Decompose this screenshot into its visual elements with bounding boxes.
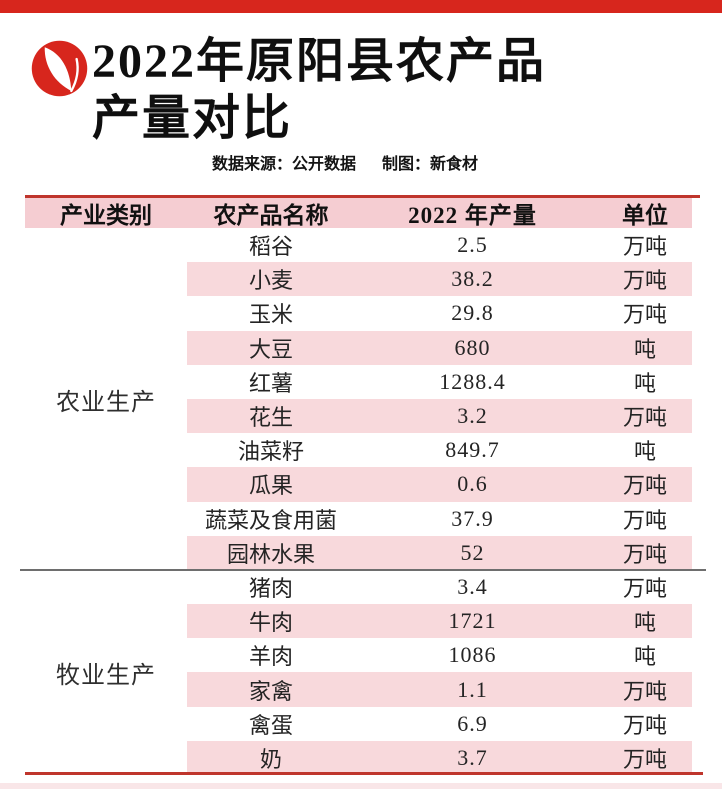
product-unit: 万吨 [622,302,667,328]
data-source-label: 数据来源：公开数据 [211,156,356,173]
table-row: 大豆 680 吨 [25,330,700,365]
page-title-line1: 2022年原阳县农产品 [92,35,547,88]
product-unit: 万吨 [622,575,667,601]
bottom-edge-tint [0,783,722,789]
production-table: 产业类别 农产品名称 2022 年产量 单位 稻谷 2.5 万吨 小麦 38.2… [20,195,706,775]
product-value: 1721 [448,608,497,634]
product-unit: 吨 [633,336,656,362]
table-bottom-border [25,772,703,775]
product-value: 3.4 [457,573,488,599]
category-label-animal-husbandry: 牧业生产 [56,663,156,689]
product-name: 油菜籽 [237,439,304,465]
product-value: 52 [460,539,485,565]
table-row: 家禽 1.1 万吨 [25,672,700,707]
product-name: 牛肉 [248,610,293,636]
product-value: 2.5 [457,232,488,258]
product-value: 3.7 [457,744,488,770]
credit-label: 制图：新食材 [382,156,479,173]
product-unit: 万吨 [622,678,667,704]
table-row: 园林水果 52 万吨 [25,535,700,570]
col-header-output: 2022 年产量 [408,203,537,228]
product-value: 1.1 [457,676,488,702]
product-value: 38.2 [451,266,494,292]
top-red-bar [0,0,722,13]
product-value: 1288.4 [439,368,506,394]
product-unit: 吨 [633,610,656,636]
product-value: 849.7 [445,437,500,463]
product-unit: 吨 [633,439,656,465]
table-row: 小麦 38.2 万吨 [25,262,700,297]
table-row: 猪肉 3.4 万吨 [25,570,700,604]
product-unit: 吨 [633,370,656,396]
product-unit: 万吨 [622,712,667,738]
product-name: 玉米 [248,302,293,328]
product-name: 红薯 [248,370,293,396]
source-line: 数据来源：公开数据 制图：新食材 [0,150,690,174]
table-row: 红薯 1288.4 吨 [25,365,700,399]
product-unit: 万吨 [622,473,667,499]
col-header-product: 农产品名称 [213,203,329,228]
product-unit: 万吨 [622,405,667,431]
table-row: 瓜果 0.6 万吨 [25,467,700,502]
product-value: 29.8 [451,300,494,326]
product-unit: 万吨 [622,541,667,567]
page-title: 2022年原阳县农产品 产量对比 [92,33,692,147]
col-header-category: 产业类别 [60,203,152,228]
product-name: 花生 [248,405,293,431]
product-value: 680 [454,334,491,360]
col-header-unit: 单位 [622,203,668,228]
product-value: 0.6 [457,471,488,497]
table-row: 花生 3.2 万吨 [25,398,700,434]
product-name: 羊肉 [248,644,293,670]
product-name: 稻谷 [248,234,293,260]
product-value: 1086 [448,642,497,668]
table-row: 油菜籽 849.7 吨 [25,433,700,467]
product-unit: 万吨 [622,507,667,533]
product-name: 蔬菜及食用菌 [204,507,337,533]
table-row: 奶 3.7 万吨 [25,740,700,775]
table-body: 稻谷 2.5 万吨 小麦 38.2 万吨 玉米 29.8 万吨 大豆 680 吨 [25,228,700,775]
page-title-line2: 产量对比 [92,92,293,145]
category-label-agriculture: 农业生产 [56,389,156,416]
product-name: 奶 [259,746,282,772]
table-row: 稻谷 2.5 万吨 [25,228,700,262]
product-unit: 万吨 [622,268,667,294]
product-unit: 吨 [633,644,656,670]
product-name: 家禽 [248,678,293,704]
product-value: 6.9 [457,710,488,736]
table-top-border [25,195,700,198]
table-row: 牛肉 1721 吨 [25,604,700,639]
table-header-row: 产业类别 农产品名称 2022 年产量 单位 [25,198,700,228]
group-divider-line [20,569,706,571]
table-row: 蔬菜及食用菌 37.9 万吨 [25,502,700,536]
product-name: 瓜果 [248,473,293,499]
table-row: 羊肉 1086 吨 [25,638,700,672]
product-value: 37.9 [451,505,494,531]
product-unit: 万吨 [622,746,667,772]
table-row: 禽蛋 6.9 万吨 [25,707,700,741]
product-unit: 万吨 [622,234,667,260]
product-name: 小麦 [248,268,293,294]
product-name: 园林水果 [226,541,315,567]
product-name: 猪肉 [248,575,293,601]
product-name: 禽蛋 [248,712,293,738]
table-row: 玉米 29.8 万吨 [25,296,700,330]
product-value: 3.2 [457,403,488,429]
product-name: 大豆 [248,336,293,362]
leaf-logo-icon [31,40,88,97]
